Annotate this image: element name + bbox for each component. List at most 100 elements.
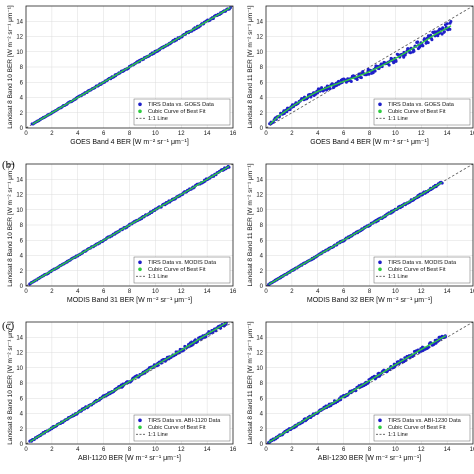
y-tick-label: 4 xyxy=(20,96,24,102)
legend-marker-fit xyxy=(378,425,382,430)
x-tick-label: 6 xyxy=(102,289,106,295)
x-axis-label: MODIS Band 31 BER [W m⁻² sr⁻¹ μm⁻¹] xyxy=(67,297,192,304)
y-axis-label: Landsat 8 Band 11 BER [W m⁻² sr⁻¹ μm⁻¹] xyxy=(247,321,254,444)
chart-panel-5: 0 2 4 6 8 10 12 14 16 0 2 4 6 8 10 12 14 ABI-1120 BER [W … xyxy=(7,321,237,462)
y-tick-label: 8 xyxy=(260,381,264,387)
y-tick-label: 0 xyxy=(20,442,24,448)
x-axis-label: GOES Band 4 BER [W m⁻² sr⁻¹ μm⁻¹] xyxy=(70,139,189,146)
legend-marker-fit xyxy=(378,267,382,272)
data-point xyxy=(416,40,420,44)
one-to-one-line xyxy=(266,322,473,444)
y-tick-label: 10 xyxy=(256,208,263,214)
x-tick-label: 14 xyxy=(444,447,451,453)
x-tick-label: 6 xyxy=(342,289,346,295)
x-tick-label: 2 xyxy=(290,447,294,453)
axes-box xyxy=(25,321,234,445)
legend-entry: TIRS Data vs. MODIS Data xyxy=(148,260,217,266)
x-tick-label: 6 xyxy=(342,131,346,137)
x-axis-label: MODIS Band 32 BER [W m⁻² sr⁻¹ μm⁻¹] xyxy=(307,297,432,304)
y-tick-label: 14 xyxy=(256,19,263,25)
y-tick-label: 10 xyxy=(16,366,23,372)
x-tick-label: 8 xyxy=(368,447,372,453)
y-tick-label: 2 xyxy=(20,269,24,275)
x-tick-label: 4 xyxy=(76,447,80,453)
data-point xyxy=(328,87,332,91)
x-tick-label: 8 xyxy=(368,289,372,295)
y-tick-label: 14 xyxy=(16,177,23,183)
data-point xyxy=(349,80,353,83)
y-tick-label: 0 xyxy=(260,442,264,448)
legend-marker-data xyxy=(138,418,142,423)
legend-entry: Cubic Curve of Best Fit xyxy=(148,425,206,431)
y-tick-label: 6 xyxy=(20,396,24,402)
data-point xyxy=(367,72,371,76)
y-tick-label: 4 xyxy=(260,412,264,418)
x-tick-label: 14 xyxy=(204,447,211,453)
y-tick-label: 0 xyxy=(260,126,264,132)
x-tick-label: 16 xyxy=(470,447,474,453)
data-point xyxy=(387,63,391,67)
y-tick-label: 14 xyxy=(16,335,23,341)
y-tick-label: 12 xyxy=(256,351,263,357)
chart-panel-3: 0 2 4 6 8 10 12 14 16 0 2 4 6 8 10 12 14 MODIS Band 31 BE… xyxy=(7,163,237,304)
x-tick-label: 12 xyxy=(418,447,425,453)
panel-label: (c) xyxy=(2,320,15,332)
y-tick-label: 8 xyxy=(260,65,264,71)
y-tick-label: 0 xyxy=(260,284,264,290)
y-tick-label: 4 xyxy=(260,96,264,102)
y-tick-label: 2 xyxy=(260,269,264,275)
x-tick-label: 12 xyxy=(418,289,425,295)
x-tick-label: 2 xyxy=(290,131,294,137)
y-tick-label: 2 xyxy=(260,427,264,433)
x-tick-label: 0 xyxy=(264,131,268,137)
x-tick-label: 10 xyxy=(392,289,399,295)
x-tick-label: 14 xyxy=(204,131,211,137)
x-tick-label: 2 xyxy=(290,289,294,295)
best-fit-curve xyxy=(268,335,447,444)
legend-entry: TIRS Data vs. GOES Data xyxy=(388,102,455,108)
data-point xyxy=(449,20,453,23)
x-tick-label: 16 xyxy=(470,289,474,295)
x-axis-label: ABI-1120 BER [W m⁻² sr⁻¹ μm⁻¹] xyxy=(78,455,181,462)
legend-entry: TIRS Data vs. MODIS Data xyxy=(388,260,457,266)
y-tick-label: 2 xyxy=(20,427,24,433)
y-axis-label: Landsat 8 Band 11 BER [W m⁻² sr⁻¹ μm⁻¹] xyxy=(247,5,254,128)
legend-marker-data xyxy=(378,418,382,423)
x-tick-label: 10 xyxy=(152,447,159,453)
data-point xyxy=(394,59,398,63)
data-point xyxy=(442,30,446,34)
legend-box xyxy=(133,414,231,442)
axes-box xyxy=(265,163,474,287)
x-tick-label: 0 xyxy=(24,289,28,295)
y-tick-label: 14 xyxy=(256,177,263,183)
y-tick-label: 0 xyxy=(20,126,24,132)
legend-entry: TIRS Data vs. ABI-1230 Data xyxy=(388,418,462,424)
legend-marker-data xyxy=(378,260,382,265)
y-axis-label: Landsat 8 Band 10 BER [W m⁻² sr⁻¹ μm⁻¹] xyxy=(7,321,14,445)
legend-entry: 1:1 Line xyxy=(388,274,408,280)
x-tick-label: 16 xyxy=(230,447,237,453)
data-point xyxy=(426,41,430,45)
x-tick-label: 8 xyxy=(128,289,132,295)
x-tick-label: 2 xyxy=(50,289,54,295)
x-tick-label: 10 xyxy=(392,131,399,137)
y-tick-label: 8 xyxy=(20,65,24,71)
data-point xyxy=(421,44,425,48)
data-point xyxy=(441,26,445,30)
x-tick-label: 4 xyxy=(76,131,80,137)
chart-panel-4: 0 2 4 6 8 10 12 14 16 0 2 4 6 8 10 12 14 MODIS Band 32 BE… xyxy=(247,163,474,304)
legend-marker-data xyxy=(378,102,382,107)
x-tick-label: 12 xyxy=(178,447,185,453)
y-tick-label: 6 xyxy=(260,80,264,86)
y-tick-label: 8 xyxy=(20,223,24,229)
legend-entry: TIRS Data vs. ABI-1120 Data xyxy=(148,418,221,424)
x-tick-label: 6 xyxy=(102,131,106,137)
x-tick-label: 0 xyxy=(264,447,268,453)
legend-marker-fit xyxy=(378,109,382,114)
y-tick-label: 6 xyxy=(260,238,264,244)
x-tick-label: 2 xyxy=(50,131,54,137)
legend-entry: TIRS Data vs. GOES Data xyxy=(148,102,215,108)
x-tick-label: 14 xyxy=(444,289,451,295)
